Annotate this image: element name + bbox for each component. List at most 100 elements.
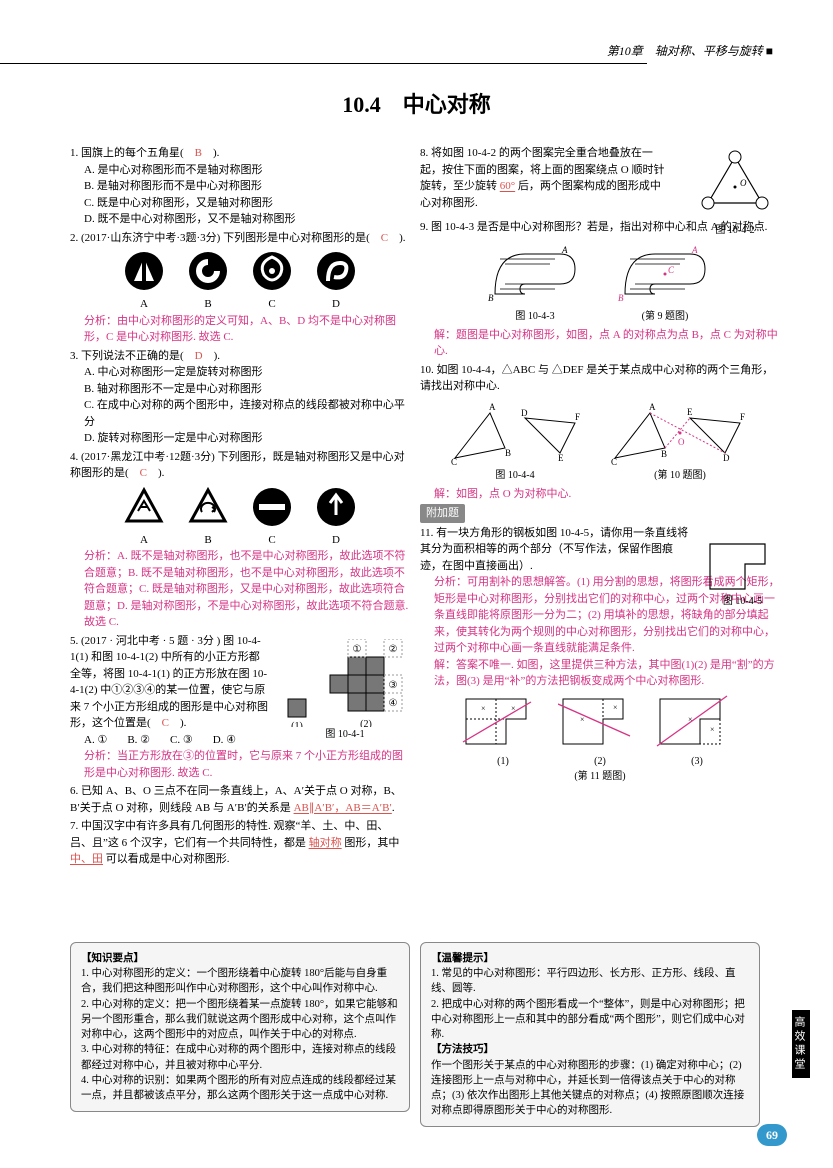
q1-stem: 1. 国旗上的每个五角星( — [70, 147, 195, 159]
q2-analysis: 分析：由中心对称图形的定义可知，A、B、D 均不是中心对称图形，C 是中心对称图… — [70, 313, 410, 346]
q7-ans2: 中、田 — [70, 853, 103, 865]
q4-stem: 4. (2017·黑龙江中考·12题·3分) 下列图形，既是轴对称图形又是中心对… — [70, 451, 405, 480]
svg-text:O: O — [740, 178, 747, 188]
q5-analysis: 分析：当正方形放在③的位置时，它与原来 7 个小正方形组成的图形是中心对称图形.… — [70, 748, 410, 781]
section-title: 10.4 中心对称 — [0, 88, 833, 121]
svg-text:C: C — [611, 457, 617, 467]
q2-label-c: C — [252, 296, 292, 313]
attach-heading: 附加题 — [420, 504, 780, 523]
question-8: 8. 将如图 10-4-2 的两个图案完全重合地叠放在一起，按住下面的图案，将上… — [420, 145, 780, 211]
svg-text:×: × — [511, 704, 516, 713]
q3-optB: B. 轴对称图形不一定是中心对称图形 — [70, 381, 410, 398]
knowledge-p2: 2. 中心对称的定义：把一个图形绕着某一点旋转 180°，如果它能够和另一个图形… — [81, 997, 399, 1043]
q1-optC: C. 既是中心对称图形，又是轴对称图形 — [70, 195, 410, 212]
q6-answer: AB∥A′B′，AB＝A′B′ — [294, 802, 392, 814]
q7-tail: 可以看成是中心对称图形. — [106, 853, 230, 865]
q11-figure: 图 10-4-5 — [705, 539, 780, 609]
q9-fig-left-label: 图 10-4-3 — [480, 309, 590, 324]
q2-stem2: ). — [388, 232, 405, 244]
svg-text:①: ① — [353, 644, 362, 655]
svg-text:×: × — [580, 715, 585, 724]
svg-text:F: F — [575, 412, 580, 422]
q1-answer: B — [195, 147, 202, 159]
q1-stem2: ). — [202, 147, 219, 159]
q2-labels: A B C D — [70, 296, 410, 313]
question-2: 2. (2017·山东济宁中考·3题·3分) 下列图形是中心对称图形的是( C … — [70, 230, 410, 346]
q3-optA: A. 中心对称图形一定是旋转对称图形 — [70, 364, 410, 381]
svg-text:A: A — [691, 245, 698, 255]
question-6: 6. 已知 A、B、O 三点不在同一条直线上，A、A′关于点 O 对称，B、B′… — [70, 783, 410, 816]
q4-icon-b — [188, 487, 228, 527]
svg-text:B: B — [505, 448, 511, 458]
q10-fig-left-label: 图 10-4-4 — [445, 468, 585, 483]
q11-stem: 11. 有一块方角形的钢板如图 10-4-5，请你用一条直线将其分为面积相等的两… — [420, 527, 688, 572]
q5-figure: (1) ① ② ③ ④ — [280, 639, 410, 742]
svg-text:D: D — [723, 453, 730, 463]
attach-badge: 附加题 — [420, 504, 465, 523]
chapter-header: 第10章 轴对称、平移与旋转 ■ — [607, 42, 773, 60]
svg-text:×: × — [688, 715, 693, 724]
q11-sub2: (2) — [558, 754, 643, 769]
q8-answer: 60° — [500, 180, 515, 192]
q4-analysis: 分析：A. 既不是轴对称图形，也不是中心对称图形，故此选项不符合题意；B. 既不… — [70, 548, 410, 631]
question-9: 9. 图 10-4-3 是否是中心对称图形？若是，指出对称中心和点 A 的对称点… — [420, 219, 780, 360]
svg-text:B: B — [661, 449, 667, 459]
knowledge-p4: 4. 中心对称的识别：如果两个图形的所有对应点连成的线段都经过某一点，并且都被该… — [81, 1073, 399, 1103]
q11-sub1: (1) — [461, 754, 546, 769]
q10-fig-right-label: (第 10 题图) — [605, 468, 755, 483]
q11-sub3: (3) — [655, 754, 740, 769]
q1-optB: B. 是轴对称图形而不是中心对称图形 — [70, 178, 410, 195]
q4-label-a: A — [124, 532, 164, 549]
question-5: 5. (2017 · 河北中考 · 5 题 · 3分 ) 图 10-4-1(1)… — [70, 633, 410, 782]
tips-p3: 作一个图形关于某点的中心对称图形的步骤：(1) 确定对称中心；(2) 连接图形上… — [431, 1058, 749, 1119]
q7-mid: 图形，其中 — [344, 837, 399, 849]
svg-text:F: F — [740, 412, 745, 422]
svg-text:④: ④ — [389, 698, 398, 709]
q3-stem: 3. 下列说法不正确的是( — [70, 350, 195, 362]
knowledge-title: 【知识要点】 — [81, 951, 399, 966]
q4-icon-c — [252, 487, 292, 527]
question-7: 7. 中国汉字中有许多具有几何图形的特性. 观察“羊、土、中、田、吕、且”这 6… — [70, 818, 410, 868]
tips-p1: 1. 常见的中心对称图形：平行四边形、长方形、正方形、线段、直线、圆等. — [431, 966, 749, 996]
q8-fig-label: 图 10-4-2 — [690, 223, 780, 238]
tips-box: 【温馨提示】 1. 常见的中心对称图形：平行四边形、长方形、正方形、线段、直线、… — [420, 942, 760, 1127]
svg-text:×: × — [710, 725, 715, 734]
question-1: 1. 国旗上的每个五角星( B ). A. 是中心对称图形而不是轴对称图形 B.… — [70, 145, 410, 228]
q10-figures: ACB DEF 图 10-4-4 O ACB EDF (第 10 题图) — [420, 398, 780, 483]
q11-solution: 解：答案不唯一. 如图，这里提供三种方法，其中图(1)(2) 是用“割”的方法，… — [420, 657, 780, 690]
svg-text:②: ② — [389, 644, 398, 655]
knowledge-box: 【知识要点】 1. 中心对称图形的定义：一个图形绕着中心旋转 180°后能与自身… — [70, 942, 410, 1112]
q2-icon-a — [124, 251, 164, 291]
q11-fig-label: 图 10-4-5 — [705, 594, 780, 609]
q10-fig-right-svg: O ACB EDF — [605, 398, 755, 468]
q5-optA: A. ① — [84, 732, 107, 749]
q1-optA: A. 是中心对称图形而不是轴对称图形 — [70, 162, 410, 179]
q4-icon-a — [124, 487, 164, 527]
svg-text:×: × — [481, 704, 486, 713]
q2-label-d: D — [316, 296, 356, 313]
q2-icon-b — [188, 251, 228, 291]
q8-figure: O 图 10-4-2 — [690, 145, 780, 238]
svg-text:(1): (1) — [291, 721, 303, 727]
q4-answer: C — [140, 467, 147, 479]
q1-optD: D. 既不是中心对称图形，又不是轴对称图形 — [70, 211, 410, 228]
svg-text:D: D — [521, 408, 528, 418]
svg-text:C: C — [668, 265, 675, 275]
question-3: 3. 下列说法不正确的是( D ). A. 中心对称图形一定是旋转对称图形 B.… — [70, 348, 410, 447]
tips-p2: 2. 把成中心对称的两个图形看成一个“整体”，则是中心对称图形；把中心对称图形上… — [431, 997, 749, 1043]
page-number: 69 — [757, 1124, 787, 1146]
tips-title2: 【方法技巧】 — [431, 1042, 749, 1057]
svg-text:B: B — [618, 293, 624, 303]
svg-text:A: A — [649, 402, 656, 412]
svg-text:A: A — [489, 402, 496, 412]
q9-fig-right-svg: A B C — [610, 239, 720, 309]
q6-tail: . — [392, 802, 395, 814]
svg-text:O: O — [678, 437, 685, 447]
q11-subfigs: ×× (1) ×× (2) ×× (3) — [420, 694, 780, 769]
q5-optC: C. ③ — [170, 732, 193, 749]
question-10: 10. 如图 10-4-4，△ABC 与 △DEF 是关于某点成中心对称的两个三… — [420, 362, 780, 503]
q4-label-b: B — [188, 532, 228, 549]
question-4: 4. (2017·黑龙江中考·12题·3分) 下列图形，既是轴对称图形又是中心对… — [70, 449, 410, 631]
q2-icons — [70, 251, 410, 291]
q10-fig-left-svg: ACB DEF — [445, 398, 585, 468]
